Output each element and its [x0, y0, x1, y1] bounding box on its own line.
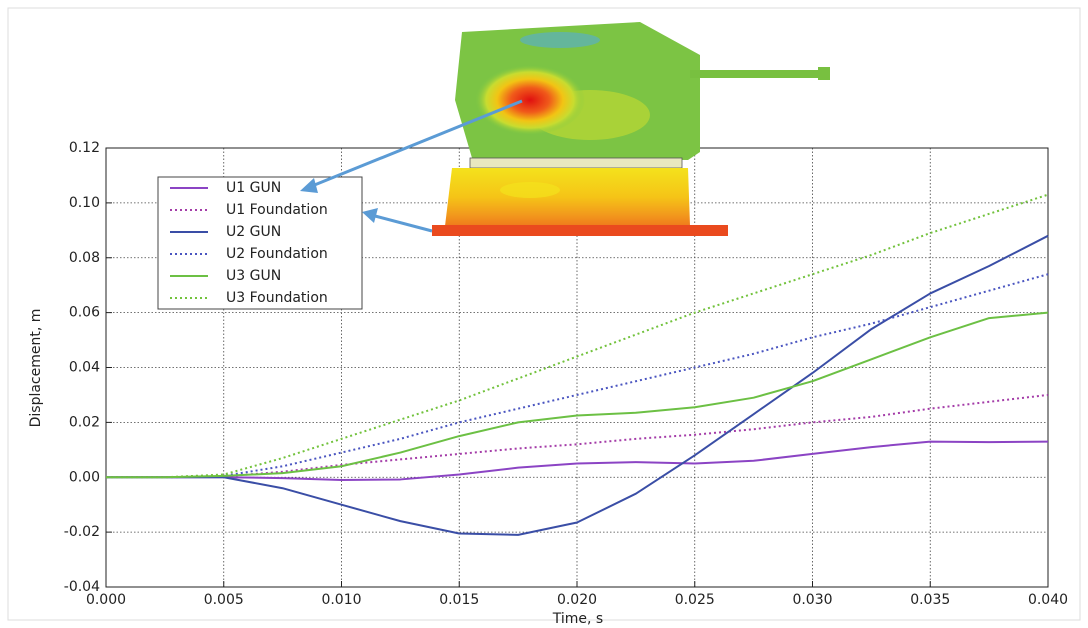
- foundation-zone: [500, 182, 560, 198]
- turret-figure: [0, 0, 1088, 628]
- foundation: [445, 168, 690, 226]
- foundation-plate: [432, 225, 728, 236]
- turret-hot-spot: [475, 65, 585, 135]
- gun-barrel: [690, 70, 820, 78]
- turret-cool-zone: [520, 32, 600, 48]
- turret-ring: [470, 158, 682, 168]
- arrow-gun-head: [300, 178, 318, 193]
- arrow-foundation-head: [362, 208, 378, 223]
- page: Time, s Displacement, m -0.04-0.020.000.…: [0, 0, 1088, 628]
- arrow-foundation: [375, 216, 432, 231]
- gun-muzzle: [818, 67, 830, 80]
